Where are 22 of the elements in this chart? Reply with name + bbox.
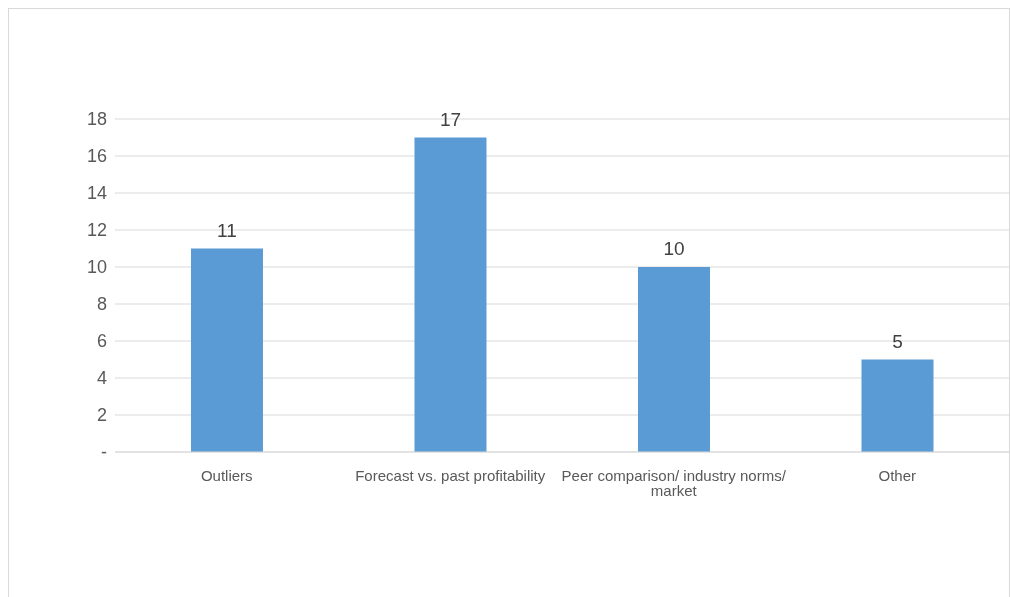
y-tick-label: 8: [96, 294, 107, 315]
y-tick-label: -: [101, 442, 107, 463]
y-tick-label: 2: [96, 405, 107, 426]
y-tick-label: 6: [96, 331, 107, 352]
data-label: 17: [439, 108, 462, 130]
x-tick-label: Peer comparison/ industry norms/ market: [561, 466, 787, 499]
y-tick-label: 10: [86, 257, 107, 278]
y-tick-label: 12: [86, 220, 107, 241]
data-label: 5: [892, 330, 903, 352]
bar: [414, 137, 487, 452]
bar: [190, 248, 263, 452]
x-tick-label: Other: [878, 466, 917, 484]
data-label: 11: [217, 219, 237, 241]
bar: [637, 267, 710, 452]
data-label: 10: [663, 238, 685, 259]
bar: [861, 359, 934, 452]
y-tick-label: 14: [86, 183, 107, 204]
x-tick-label: Outliers: [200, 466, 253, 484]
y-tick-label: 18: [86, 109, 107, 130]
y-tick-label: 16: [86, 146, 107, 167]
y-tick-label: 4: [96, 368, 107, 389]
x-tick-label: Forecast vs. past profitability: [355, 466, 546, 484]
